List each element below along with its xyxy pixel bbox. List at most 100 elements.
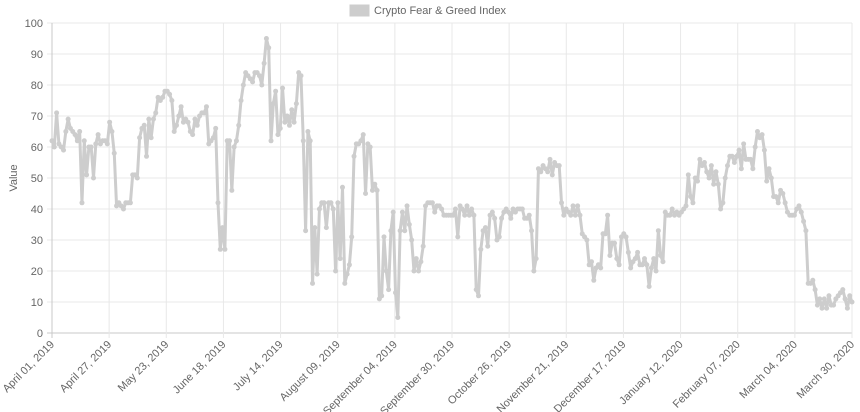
data-point[interactable] [801,218,807,224]
data-point[interactable] [655,228,661,234]
data-point[interactable] [263,36,269,41]
data-point[interactable] [93,141,99,147]
data-point[interactable] [466,212,472,218]
data-point[interactable] [658,253,664,258]
data-point[interactable] [65,116,71,122]
data-point[interactable] [476,293,482,299]
data-point[interactable] [416,268,422,274]
data-point[interactable] [321,200,327,206]
data-point[interactable] [796,203,802,209]
data-point[interactable] [711,181,717,187]
data-point[interactable] [372,181,378,187]
data-point[interactable] [111,150,117,156]
data-point[interactable] [469,206,475,212]
data-point[interactable] [568,212,574,218]
data-point[interactable] [429,200,435,206]
data-point[interactable] [153,110,159,116]
data-point[interactable] [312,225,318,231]
data-point[interactable] [277,125,283,131]
data-point[interactable] [406,222,412,227]
data-point[interactable] [171,129,177,134]
data-point[interactable] [538,169,544,175]
data-point[interactable] [614,256,620,262]
data-point[interactable] [482,225,488,231]
data-point[interactable] [280,85,286,91]
data-point[interactable] [644,262,650,268]
data-point[interactable] [261,60,267,66]
data-point[interactable] [383,268,389,274]
data-point[interactable] [821,296,827,302]
data-point[interactable] [625,249,631,255]
data-point[interactable] [824,305,830,311]
data-point[interactable] [420,243,426,249]
data-point[interactable] [734,153,740,159]
data-point[interactable] [395,315,401,320]
data-point[interactable] [642,256,648,262]
data-point[interactable] [605,212,611,218]
data-point[interactable] [328,200,334,206]
data-point[interactable] [220,225,226,231]
data-point[interactable] [107,119,113,125]
data-point[interactable] [210,135,216,141]
data-point[interactable] [588,259,594,265]
data-point[interactable] [323,225,329,231]
data-point[interactable] [738,166,744,172]
data-point[interactable] [736,147,742,153]
data-point[interactable] [764,178,770,184]
data-point[interactable] [381,234,387,240]
data-point[interactable] [529,228,535,234]
data-point[interactable] [95,132,101,138]
data-point[interactable] [667,212,673,218]
data-point[interactable] [459,206,465,212]
data-point[interactable] [77,129,83,134]
data-point[interactable] [464,203,470,209]
data-point[interactable] [390,209,396,215]
data-point[interactable] [688,194,694,200]
data-point[interactable] [127,200,133,206]
data-point[interactable] [754,129,760,134]
data-point[interactable] [844,305,850,311]
data-point[interactable] [259,82,265,88]
data-point[interactable] [88,144,94,150]
data-point[interactable] [374,187,380,193]
data-point[interactable] [773,194,779,200]
data-point[interactable] [450,212,456,218]
data-point[interactable] [452,206,458,212]
data-point[interactable] [508,215,514,221]
data-point[interactable] [231,144,237,150]
data-point[interactable] [602,231,608,237]
data-point[interactable] [217,246,223,252]
data-point[interactable] [840,287,846,293]
data-point[interactable] [759,132,765,138]
data-point[interactable] [547,156,553,162]
data-point[interactable] [731,160,737,165]
data-point[interactable] [791,212,797,218]
data-point[interactable] [342,280,348,286]
data-point[interactable] [499,215,505,221]
data-point[interactable] [531,268,537,274]
data-point[interactable] [266,45,272,51]
data-point[interactable] [150,116,156,122]
data-point[interactable] [725,163,731,169]
data-point[interactable] [298,73,304,79]
data-point[interactable] [639,262,645,268]
data-point[interactable] [314,271,320,277]
data-point[interactable] [399,209,405,215]
data-point[interactable] [275,132,281,138]
data-point[interactable] [227,138,233,144]
data-point[interactable] [363,191,369,196]
data-point[interactable] [496,234,502,240]
data-point[interactable] [831,302,837,308]
data-point[interactable] [104,141,110,147]
data-point[interactable] [782,200,788,206]
data-point[interactable] [519,206,525,212]
data-point[interactable] [256,73,262,79]
data-point[interactable] [134,175,140,181]
data-point[interactable] [455,234,461,240]
data-point[interactable] [572,212,578,218]
data-point[interactable] [90,175,96,181]
data-point[interactable] [766,166,772,172]
data-point[interactable] [369,187,375,193]
data-point[interactable] [413,256,419,262]
data-point[interactable] [598,265,604,271]
